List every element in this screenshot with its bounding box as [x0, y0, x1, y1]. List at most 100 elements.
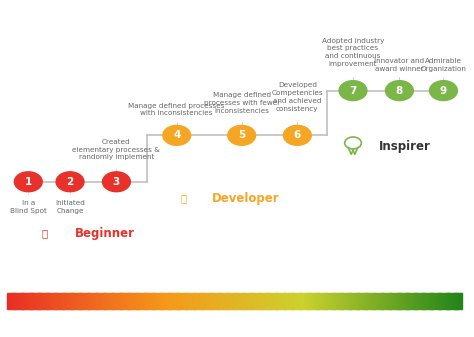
- Bar: [187, 294, 189, 309]
- Bar: [380, 294, 382, 309]
- Text: 3: 3: [113, 177, 120, 187]
- Bar: [178, 294, 180, 309]
- Bar: [447, 294, 449, 309]
- Bar: [199, 294, 201, 309]
- Bar: [414, 294, 416, 309]
- Bar: [373, 294, 375, 309]
- Bar: [362, 294, 364, 309]
- Bar: [104, 294, 106, 309]
- Bar: [189, 294, 190, 309]
- Bar: [258, 294, 260, 309]
- Bar: [421, 294, 423, 309]
- Bar: [12, 294, 14, 309]
- Bar: [55, 294, 57, 309]
- Bar: [436, 294, 438, 309]
- Bar: [71, 294, 73, 309]
- Text: Created
elementary processes &
randomly implement: Created elementary processes & randomly …: [73, 139, 160, 160]
- Bar: [237, 294, 238, 309]
- Bar: [85, 294, 86, 309]
- Bar: [410, 294, 411, 309]
- Bar: [42, 294, 43, 309]
- Bar: [307, 294, 309, 309]
- Bar: [426, 294, 427, 309]
- Bar: [124, 294, 125, 309]
- Bar: [96, 294, 98, 309]
- Bar: [37, 294, 39, 309]
- Bar: [60, 294, 62, 309]
- Bar: [149, 294, 150, 309]
- Bar: [181, 294, 182, 309]
- Bar: [427, 294, 428, 309]
- Bar: [99, 294, 100, 309]
- Bar: [411, 294, 412, 309]
- Bar: [118, 294, 119, 309]
- Bar: [449, 294, 451, 309]
- Bar: [243, 294, 245, 309]
- Bar: [105, 294, 107, 309]
- Bar: [348, 294, 350, 309]
- Bar: [386, 294, 387, 309]
- Bar: [293, 294, 295, 309]
- Bar: [79, 294, 81, 309]
- Bar: [267, 294, 269, 309]
- Bar: [74, 294, 76, 309]
- Bar: [393, 294, 395, 309]
- Bar: [27, 294, 28, 309]
- Bar: [182, 294, 183, 309]
- Bar: [237, 294, 239, 309]
- Bar: [241, 294, 243, 309]
- Bar: [98, 294, 99, 309]
- Bar: [228, 294, 229, 309]
- Bar: [215, 294, 216, 309]
- Bar: [203, 294, 205, 309]
- Bar: [277, 294, 279, 309]
- Bar: [289, 294, 291, 309]
- Bar: [296, 294, 297, 309]
- Bar: [54, 294, 56, 309]
- Bar: [193, 294, 195, 309]
- Bar: [274, 294, 275, 309]
- Bar: [271, 294, 272, 309]
- Bar: [63, 294, 65, 309]
- Bar: [228, 294, 230, 309]
- Bar: [91, 294, 92, 309]
- Bar: [434, 294, 435, 309]
- Bar: [93, 294, 94, 309]
- Bar: [92, 294, 93, 309]
- Bar: [459, 294, 460, 309]
- Circle shape: [14, 172, 42, 192]
- Bar: [290, 294, 292, 309]
- Bar: [392, 294, 393, 309]
- Bar: [229, 294, 231, 309]
- Bar: [164, 294, 166, 309]
- Bar: [291, 294, 293, 309]
- Bar: [134, 294, 136, 309]
- Bar: [132, 294, 133, 309]
- Bar: [424, 294, 426, 309]
- Bar: [272, 294, 273, 309]
- Bar: [38, 294, 40, 309]
- Bar: [62, 294, 64, 309]
- Bar: [370, 294, 371, 309]
- Bar: [29, 294, 31, 309]
- Bar: [363, 294, 365, 309]
- Bar: [316, 294, 318, 309]
- Bar: [266, 294, 268, 309]
- Bar: [23, 294, 25, 309]
- Bar: [50, 294, 51, 309]
- Bar: [191, 294, 192, 309]
- Bar: [207, 294, 209, 309]
- Bar: [387, 294, 388, 309]
- Bar: [116, 294, 117, 309]
- Bar: [222, 294, 223, 309]
- Bar: [141, 294, 142, 309]
- Bar: [26, 294, 27, 309]
- Bar: [374, 294, 376, 309]
- Text: Admirable
Organization: Admirable Organization: [420, 58, 466, 72]
- Bar: [111, 294, 113, 309]
- Bar: [139, 294, 141, 309]
- Bar: [45, 294, 46, 309]
- Bar: [353, 294, 354, 309]
- Bar: [211, 294, 213, 309]
- Bar: [306, 294, 308, 309]
